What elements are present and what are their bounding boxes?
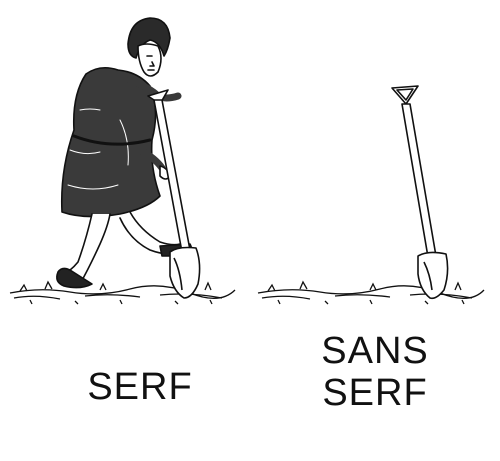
caption-sans-serf: SANS SERF xyxy=(300,330,450,414)
caption-serf: SERF xyxy=(87,366,193,408)
serf-shoe-left xyxy=(56,267,93,289)
right-spade xyxy=(391,85,449,300)
serf-face xyxy=(137,43,162,77)
left-ground xyxy=(9,280,236,305)
right-ground xyxy=(257,280,485,305)
caption-sans-line2: SERF xyxy=(322,372,428,414)
caption-sans-line1: SANS xyxy=(321,330,429,372)
left-spade xyxy=(147,89,201,299)
